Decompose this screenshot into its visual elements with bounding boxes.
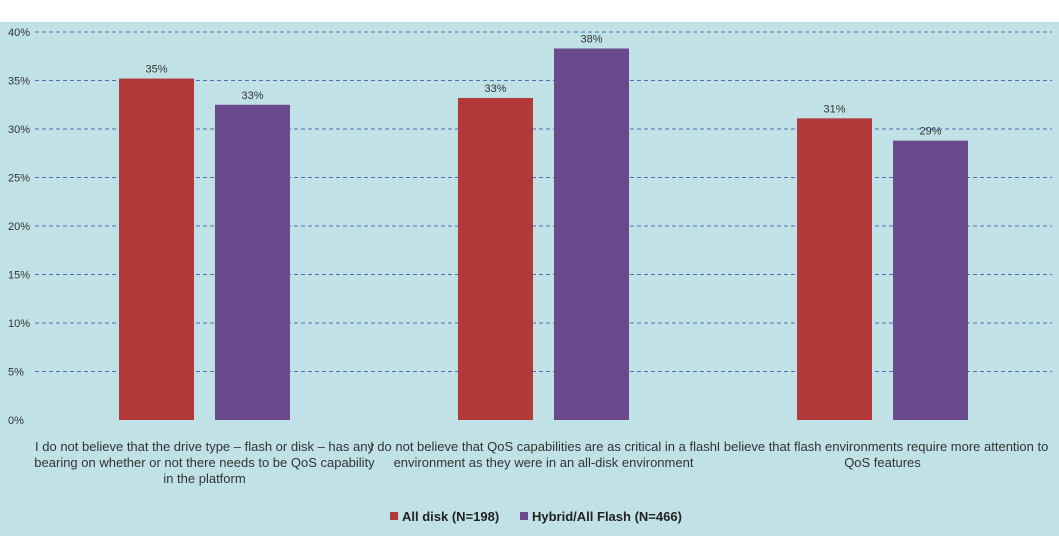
- data-label: 35%: [145, 64, 167, 76]
- bar: [797, 118, 872, 420]
- bars: [119, 48, 968, 421]
- y-tick-label: 25%: [8, 173, 30, 185]
- bar: [119, 78, 194, 420]
- legend-swatch: [390, 512, 398, 520]
- category-label: environment as they were in an all-disk …: [394, 455, 694, 470]
- data-label: 33%: [484, 83, 506, 95]
- legend-label: Hybrid/All Flash (N=466): [532, 509, 682, 524]
- category-label: I do not believe that QoS capabilities a…: [370, 439, 717, 454]
- y-tick-label: 0%: [8, 415, 24, 427]
- y-tick-label: 35%: [8, 76, 30, 88]
- y-tick-label: 10%: [8, 318, 30, 330]
- y-tick-label: 5%: [8, 367, 24, 379]
- y-tick-label: 15%: [8, 270, 30, 282]
- category-label: bearing on whether or not there needs to…: [34, 455, 375, 470]
- category-label: I believe that flash environments requir…: [717, 439, 1049, 454]
- data-labels: 35% 33% 33% 38% 31% 29%: [145, 33, 941, 137]
- bar: [458, 97, 533, 421]
- category-label: in the platform: [163, 471, 245, 486]
- y-tick-label: 30%: [8, 124, 30, 136]
- data-label: 31%: [823, 103, 845, 115]
- legend-swatch: [520, 512, 528, 520]
- y-tick-label: 20%: [8, 221, 30, 233]
- y-axis-ticks: 0% 5% 10% 15% 20% 25% 30% 35% 40%: [8, 27, 30, 427]
- grid-lines: [35, 31, 1052, 372]
- category-label: I do not believe that the drive type – f…: [35, 439, 374, 454]
- bar: [215, 104, 290, 420]
- category-label: QoS features: [844, 455, 921, 470]
- data-label: 33%: [241, 90, 263, 102]
- legend-label: All disk (N=198): [402, 509, 499, 524]
- data-label: 38%: [580, 33, 602, 45]
- data-label: 29%: [919, 126, 941, 138]
- category-labels: I do not believe that the drive type – f…: [34, 439, 1048, 486]
- bar: [554, 48, 629, 421]
- y-tick-label: 40%: [8, 27, 30, 39]
- bar: [893, 140, 968, 420]
- legend: All disk (N=198) Hybrid/All Flash (N=466): [390, 509, 682, 524]
